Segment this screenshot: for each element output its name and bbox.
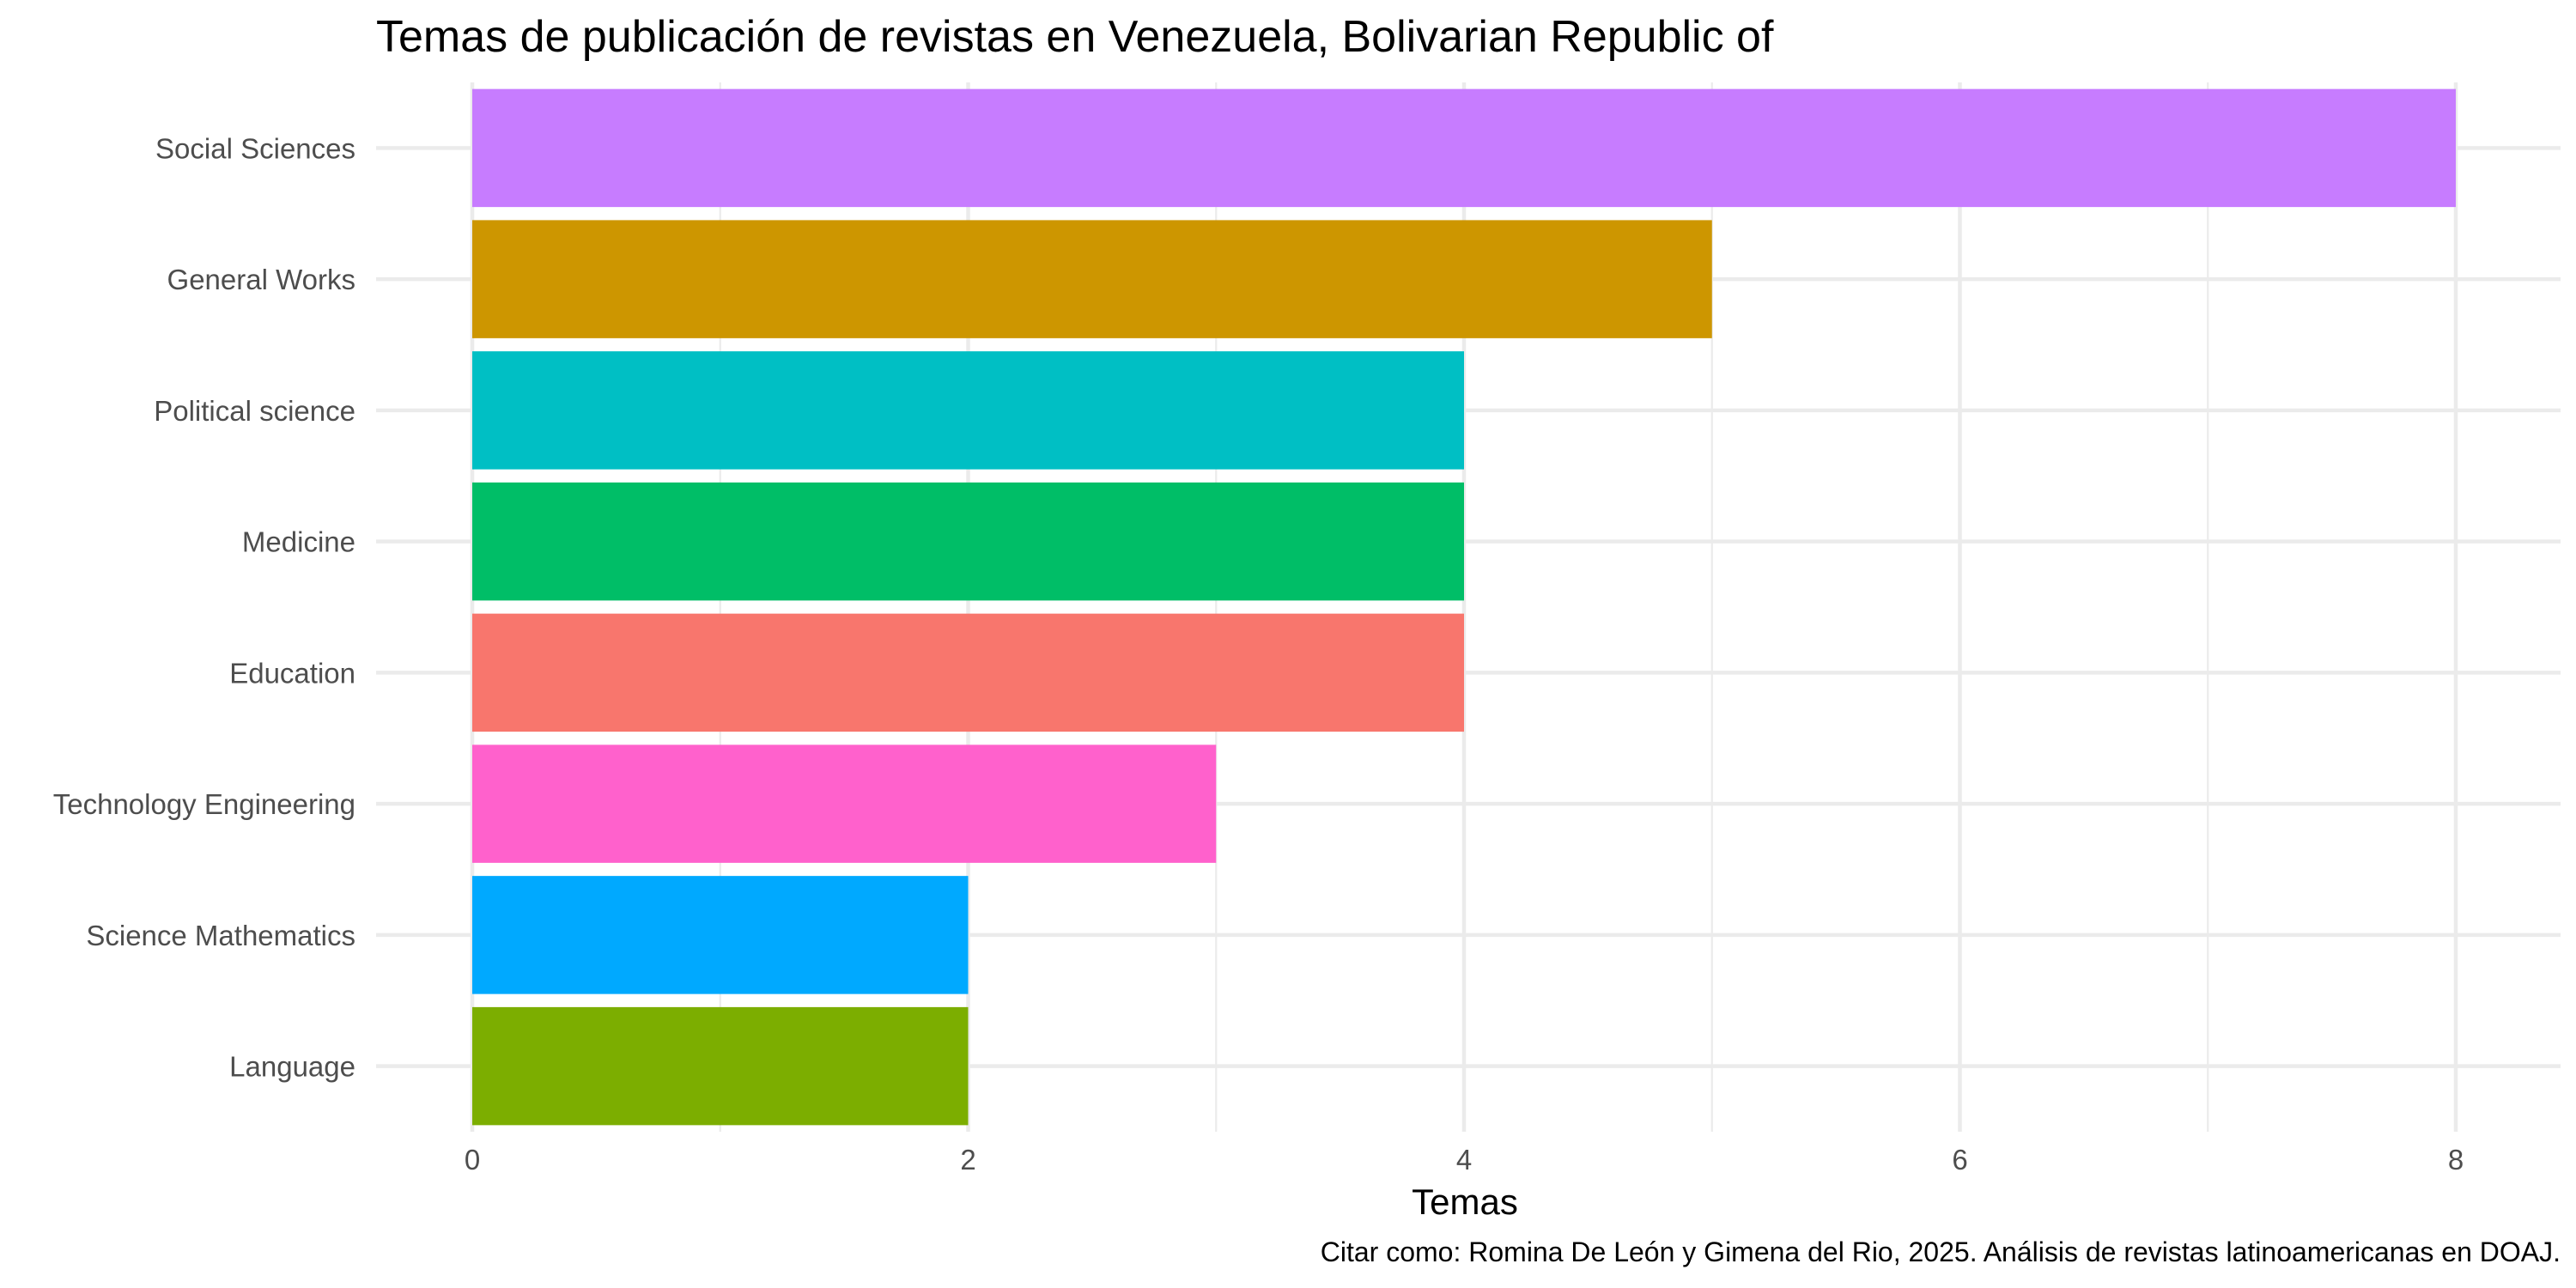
y-axis-tick-labels: Social Sciences General Works Political sc… [53,132,355,1082]
y-tick-label: Language [229,1051,355,1083]
bar-science-mathematics [472,876,969,994]
x-axis-title: Temas [1412,1182,1518,1222]
x-tick-label: 8 [2448,1144,2464,1176]
chart-title: Temas de publicación de revistas en Vene… [376,12,1774,62]
y-tick-label: Education [229,657,355,689]
y-tick-label: General Works [167,264,355,295]
y-tick-label: Science Mathematics [86,920,355,951]
x-tick-label: 4 [1456,1144,1472,1176]
bar-language [472,1006,969,1126]
bar-technology-engineering [472,744,1217,863]
y-tick-label: Social Sciences [155,132,355,164]
x-tick-label: 2 [960,1144,975,1176]
y-tick-label: Medicine [242,526,355,558]
bar-general-works [472,220,1712,338]
x-axis-tick-labels: 0 2 4 6 8 [465,1144,2464,1176]
bars [472,88,2456,1126]
bar-medicine [472,482,1464,601]
bar-education [472,613,1464,732]
bar-political-science [472,351,1464,470]
bar-social-sciences [472,88,2456,208]
x-tick-label: 6 [1952,1144,1967,1176]
y-tick-label: Political science [154,395,355,427]
x-tick-label: 0 [465,1144,480,1176]
chart-caption: Citar como: Romina De León y Gimena del … [1321,1236,2561,1267]
y-tick-label: Technology Engineering [53,788,355,820]
